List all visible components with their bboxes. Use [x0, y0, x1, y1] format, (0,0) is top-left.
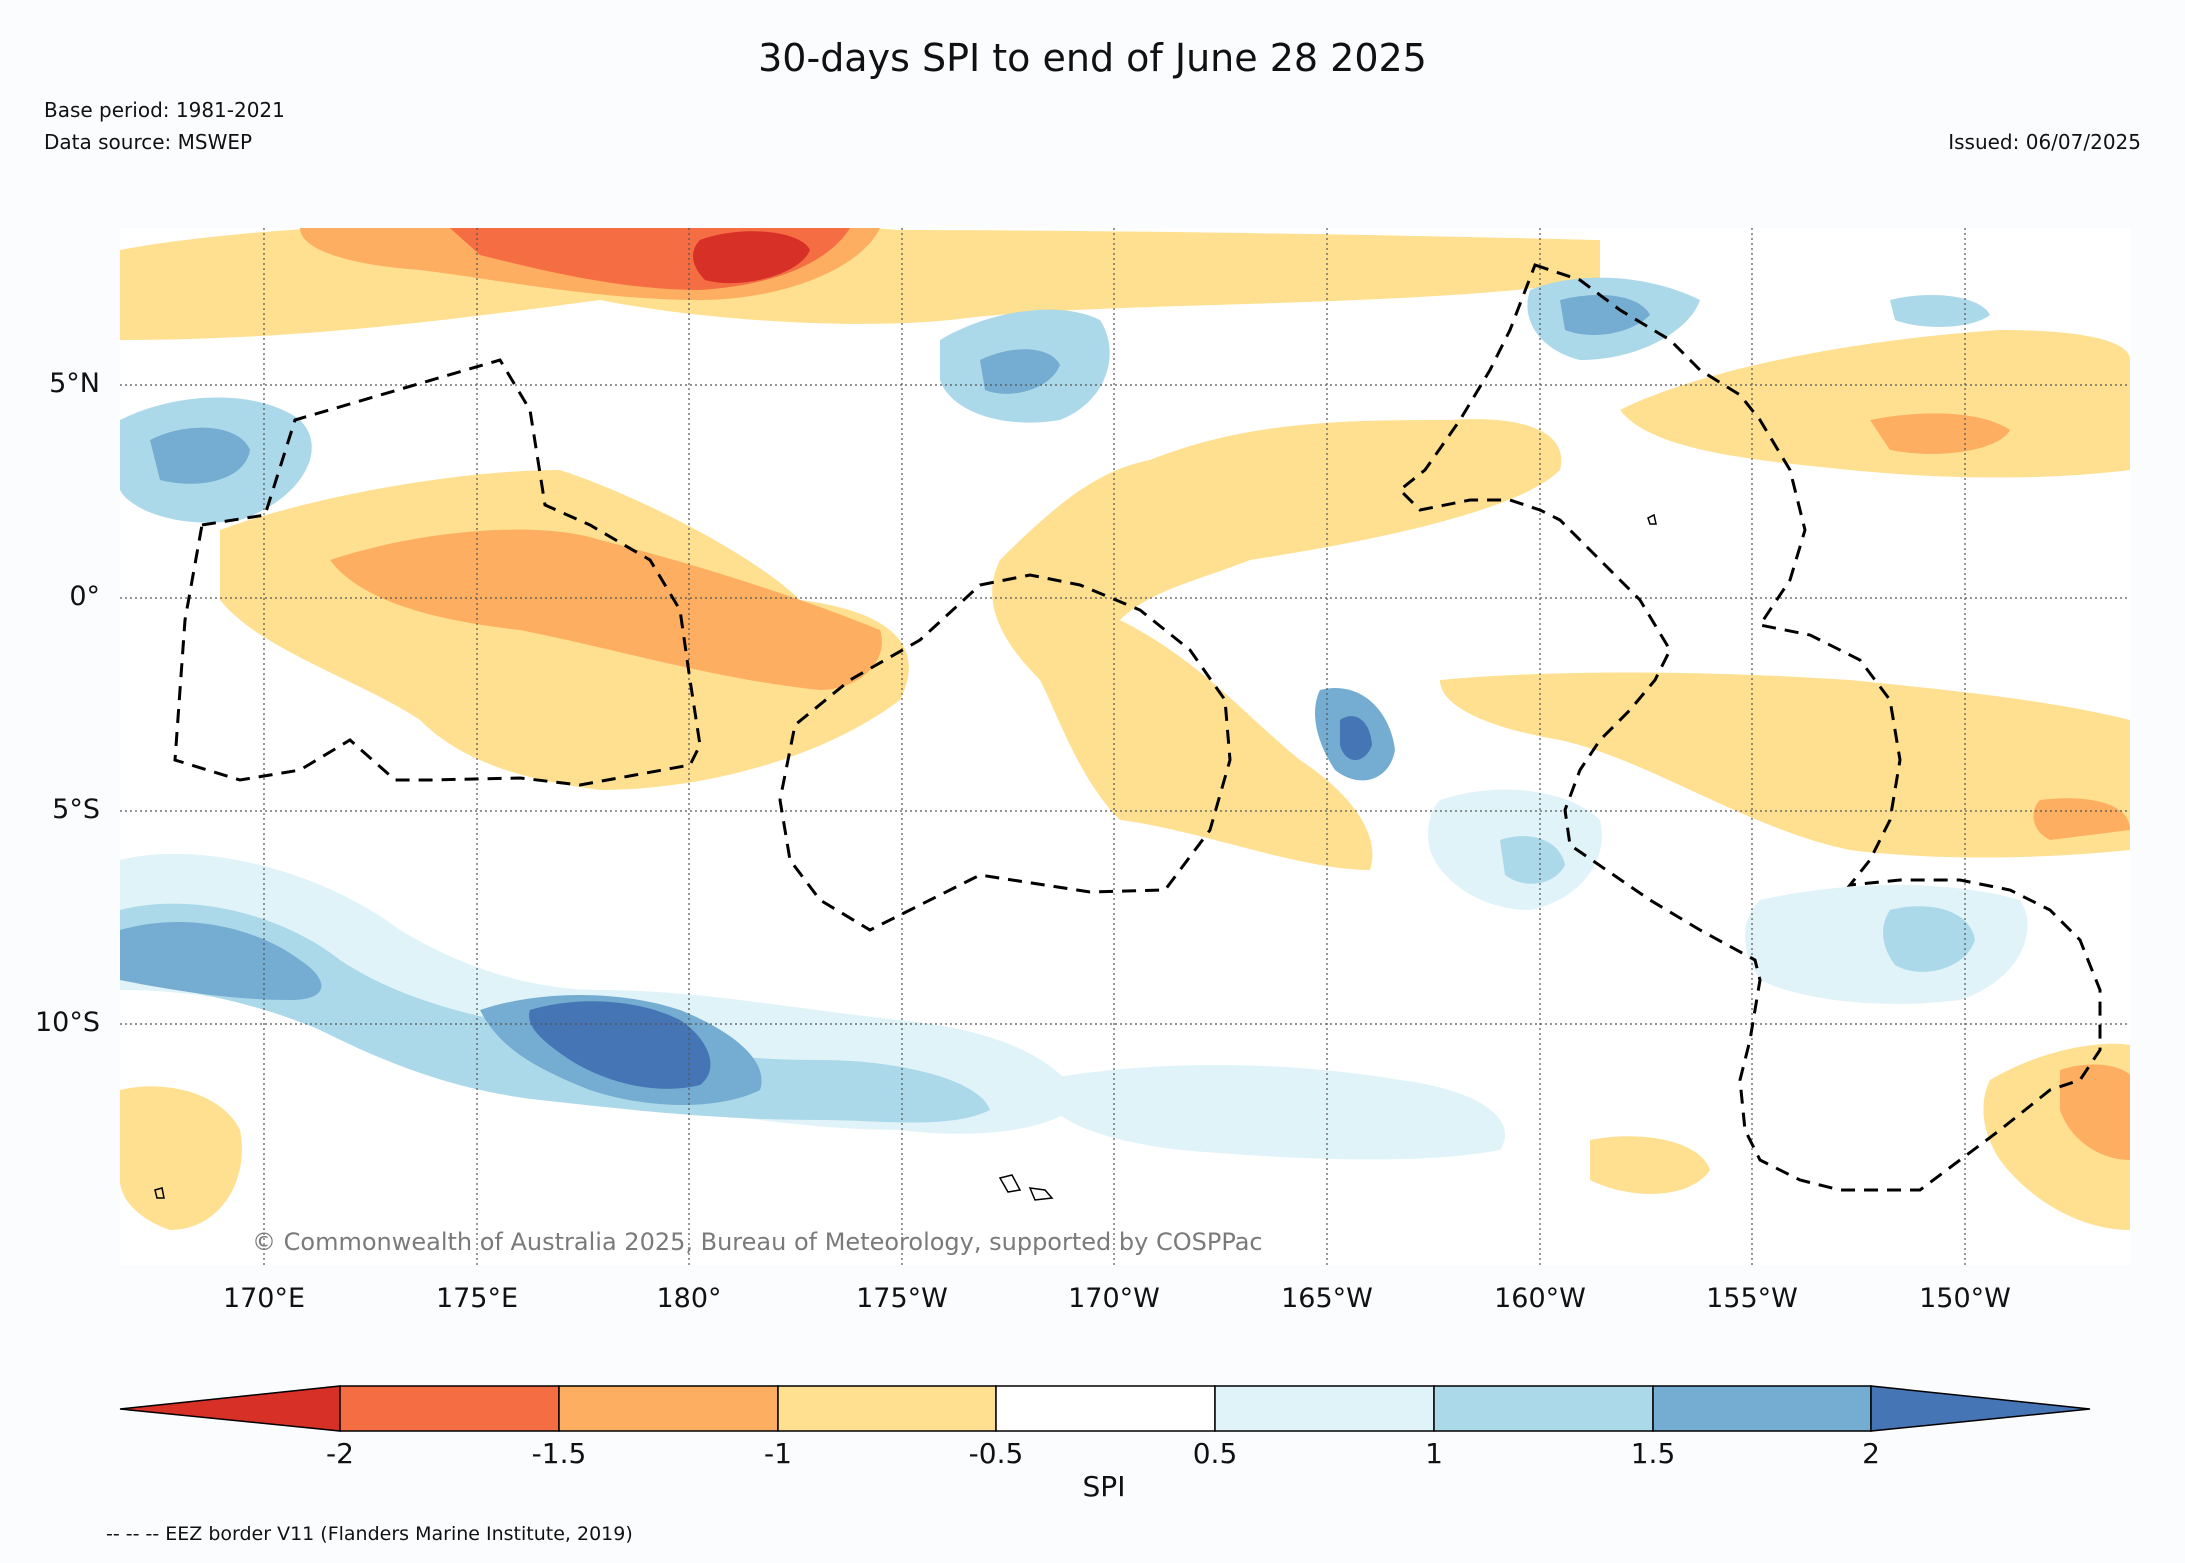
- colorbar-bin-neg1-neg0.5: [777, 1385, 997, 1432]
- colorbar-tick: -2: [326, 1437, 354, 1470]
- map-title: 30-days SPI to end of June 28 2025: [758, 36, 1427, 80]
- wet-core-north-central: [980, 349, 1060, 394]
- wet-core-south-east: [1883, 906, 1975, 972]
- wet-band-south: [1040, 1065, 1506, 1160]
- wet-core-southwest: [120, 921, 322, 1000]
- wet-band-southwest: [120, 903, 990, 1123]
- extreme-dry-spot: [693, 231, 810, 284]
- lon-label-170e: 170°E: [222, 1283, 306, 1314]
- lat-label-10s: 10°S: [35, 1007, 100, 1038]
- colorbar-bin-0.5-1: [1214, 1385, 1435, 1432]
- spi-anomaly-shading: [120, 228, 2130, 1230]
- colorbar-tick: 1: [1425, 1437, 1443, 1470]
- data-source-text: Data source: MSWEP: [44, 130, 253, 154]
- colorbar-tick: 1.5: [1630, 1437, 1676, 1470]
- island-outline-4: [154, 1187, 165, 1199]
- graticule: [120, 228, 2130, 1265]
- colorbar-extend-low: [119, 1385, 341, 1432]
- lon-label-175w: 175°W: [856, 1283, 948, 1314]
- wet-core-central-south: [1340, 716, 1372, 760]
- copyright-credit: © Commonwealth of Australia 2025, Bureau…: [252, 1228, 1263, 1256]
- eez-borders: [173, 263, 2102, 1192]
- lon-label-170w: 170°W: [1068, 1283, 1160, 1314]
- lon-label-160w: 160°W: [1494, 1283, 1586, 1314]
- very-dry-spot-east-south: [2033, 798, 2130, 840]
- colorbar-tick: 2: [1862, 1437, 1880, 1470]
- very-dry-region-east-north: [1870, 413, 2010, 454]
- wet-core-north-west: [150, 427, 250, 484]
- island-outline-1: [998, 1174, 1022, 1193]
- dry-region-southwest: [120, 1086, 242, 1230]
- eez-border-phoenix: [778, 573, 1232, 932]
- lon-label-155w: 155°W: [1706, 1283, 1798, 1314]
- extreme-wet-core-south-central: [529, 1001, 711, 1089]
- lat-label-5n: 5°N: [49, 368, 100, 399]
- colorbar-bin-neg2-neg1.5: [339, 1385, 560, 1432]
- colorbar-tick: -1.5: [531, 1437, 587, 1470]
- issued-date-text: Issued: 06/07/2025: [1948, 130, 2141, 154]
- colorbar-tick: -1: [764, 1437, 792, 1470]
- dry-patch-south: [1590, 1136, 1710, 1194]
- colorbar-bin-1.5-2: [1652, 1385, 1872, 1432]
- lon-label-180: 180°: [656, 1283, 722, 1314]
- very-dry-band-equatorial: [330, 529, 882, 690]
- colorbar-tick: 0.5: [1192, 1437, 1238, 1470]
- colorbar-bin-1-1.5: [1433, 1385, 1654, 1432]
- lon-label-175e: 175°E: [435, 1283, 519, 1314]
- base-period-text: Base period: 1981-2021: [44, 98, 285, 122]
- lat-label-0: 0°: [69, 581, 100, 612]
- eez-border-line-north: [1397, 263, 2102, 1192]
- island-outline-2: [1028, 1187, 1054, 1201]
- dry-region-east-north: [1620, 330, 2130, 478]
- island-outlines: [154, 513, 1657, 1201]
- colorbar-label: SPI: [1082, 1470, 1126, 1503]
- wet-core-south-central-east: [1500, 836, 1565, 884]
- dry-region-east-south: [1440, 672, 2130, 858]
- colorbar-bin-neg1.5-neg1: [558, 1385, 779, 1432]
- very-dry-region-southeast: [2060, 1064, 2130, 1160]
- colorbar: [119, 1385, 2091, 1432]
- lon-label-150w: 150°W: [1919, 1283, 2011, 1314]
- colorbar-bin-neutral: [995, 1385, 1216, 1432]
- lat-label-5s: 5°S: [52, 794, 100, 825]
- colorbar-tick: -0.5: [968, 1437, 1024, 1470]
- lon-label-165w: 165°W: [1281, 1283, 1373, 1314]
- eez-legend-note: -- -- -- EEZ border V11 (Flanders Marine…: [106, 1523, 633, 1545]
- colorbar-extend-high: [1870, 1385, 2091, 1432]
- eez-border-kiribati-gilberts: [173, 358, 702, 787]
- wet-core-north-east: [1560, 295, 1650, 335]
- dry-region-central: [992, 419, 1562, 870]
- island-outline-3: [1647, 513, 1657, 525]
